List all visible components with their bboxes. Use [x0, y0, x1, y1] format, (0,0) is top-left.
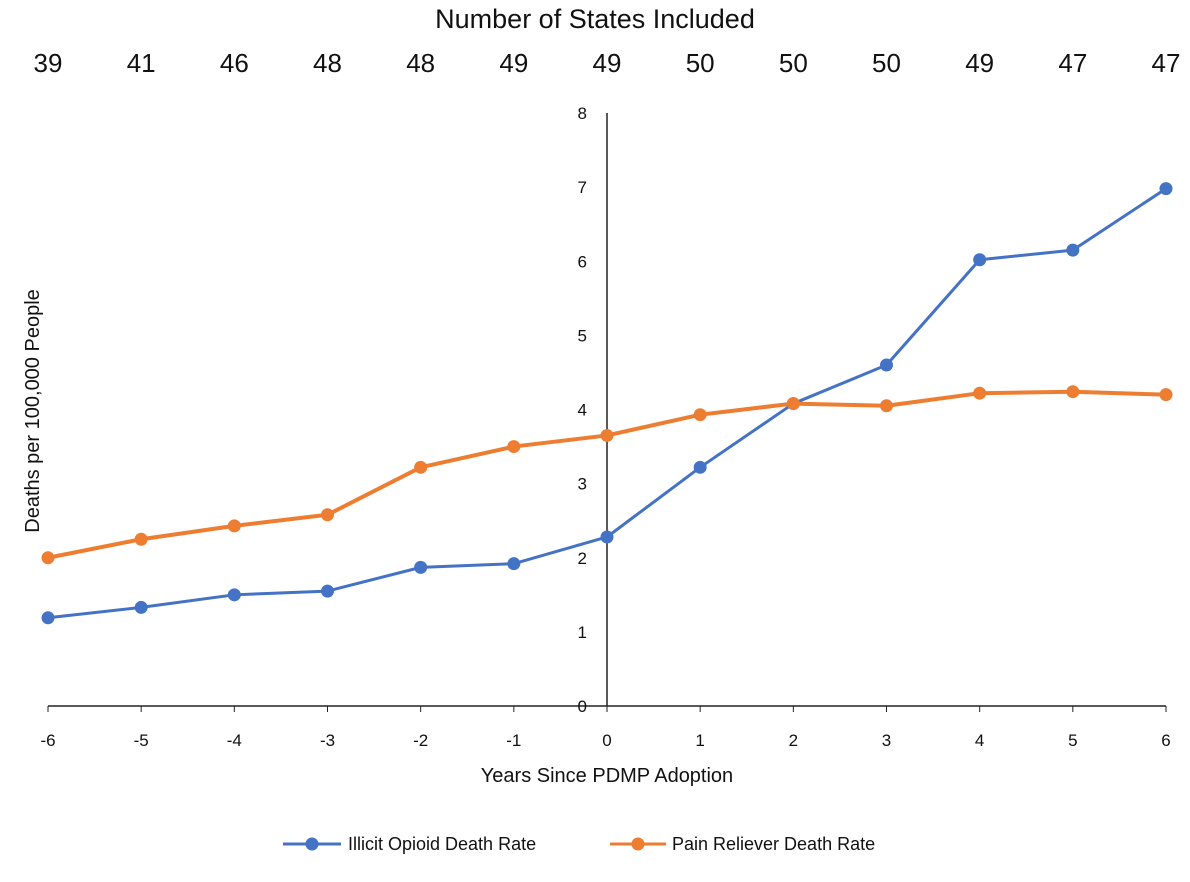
x-tick-label: -5: [134, 731, 149, 750]
data-point: [786, 397, 800, 411]
data-point: [414, 460, 428, 474]
data-point: [227, 588, 241, 602]
legend-label: Pain Reliever Death Rate: [672, 834, 875, 854]
top-axis-value: 49: [593, 48, 622, 78]
y-tick-label: 0: [578, 697, 587, 716]
legend-swatch-marker: [305, 837, 319, 851]
top-axis-value: 50: [872, 48, 901, 78]
x-tick-label: -6: [40, 731, 55, 750]
data-point: [693, 408, 707, 422]
data-point: [507, 557, 521, 571]
y-tick-label: 3: [578, 475, 587, 494]
x-tick-label: 1: [695, 731, 704, 750]
top-axis-value: 41: [127, 48, 156, 78]
y-tick-label: 4: [578, 401, 587, 420]
x-axis-label: Years Since PDMP Adoption: [481, 765, 733, 787]
y-axis-label: Deaths per 100,000 People: [22, 289, 44, 533]
data-point: [1066, 243, 1080, 257]
data-point: [600, 530, 614, 544]
y-tick-label: 6: [578, 252, 587, 271]
top-axis-value: 50: [779, 48, 808, 78]
y-tick-label: 8: [578, 104, 587, 123]
top-axis-title: Number of States Included: [435, 4, 755, 34]
x-tick-label: 2: [789, 731, 798, 750]
top-axis-value: 39: [34, 48, 63, 78]
y-tick-label: 2: [578, 549, 587, 568]
top-axis-value: 50: [686, 48, 715, 78]
data-point: [134, 600, 148, 614]
top-axis-value: 46: [220, 48, 249, 78]
y-tick-label: 1: [578, 623, 587, 642]
data-point: [973, 386, 987, 400]
legend-item: Pain Reliever Death Rate: [610, 834, 875, 854]
legend-swatch-marker: [631, 837, 645, 851]
data-point: [880, 358, 893, 372]
data-point: [414, 560, 428, 574]
top-axis-value: 47: [1058, 48, 1087, 78]
x-tick-label: 4: [975, 731, 984, 750]
data-point: [880, 399, 893, 413]
x-tick-label: 0: [602, 731, 611, 750]
axis-labels: Years Since PDMP Adoption Deaths per 100…: [22, 289, 733, 787]
top-axis-value: 49: [499, 48, 528, 78]
data-point: [693, 460, 707, 474]
top-axis-value: 48: [406, 48, 435, 78]
x-tick-label: 3: [882, 731, 891, 750]
data-point: [134, 532, 148, 546]
legend-item: Illicit Opioid Death Rate: [283, 834, 536, 854]
data-point: [1159, 388, 1173, 402]
top-axis: Number of States Included 39 41 46 48 48 49 49…: [34, 4, 1181, 78]
y-tick-label: 5: [578, 326, 587, 345]
x-tick-label: 5: [1068, 731, 1077, 750]
top-axis-value: 48: [313, 48, 342, 78]
top-axis-value: 47: [1152, 48, 1181, 78]
series-layer: [41, 182, 1173, 625]
x-tick-label: 6: [1161, 731, 1170, 750]
legend: Illicit Opioid Death Rate Pain Reliever D…: [283, 834, 875, 854]
data-point: [1159, 182, 1173, 196]
data-point: [1066, 385, 1080, 399]
y-tick-label: 7: [578, 178, 587, 197]
data-point: [973, 253, 987, 267]
data-point: [41, 551, 55, 565]
data-point: [600, 428, 614, 442]
data-point: [507, 440, 521, 454]
x-tick-label: -4: [227, 731, 242, 750]
axes: -6 -5 -4 -3 -2 -1 0 1 2 3 4 5 6 0 1 2 3 4 5 6 7 8: [40, 104, 1170, 750]
series-group: [41, 385, 1173, 565]
x-tick-label: -2: [413, 731, 428, 750]
top-axis-value: 49: [965, 48, 994, 78]
data-point: [227, 519, 241, 533]
x-tick-label: -3: [320, 731, 335, 750]
data-point: [41, 611, 55, 625]
legend-label: Illicit Opioid Death Rate: [348, 834, 536, 854]
data-point: [321, 584, 334, 598]
data-point: [321, 508, 334, 522]
x-tick-label: -1: [506, 731, 521, 750]
